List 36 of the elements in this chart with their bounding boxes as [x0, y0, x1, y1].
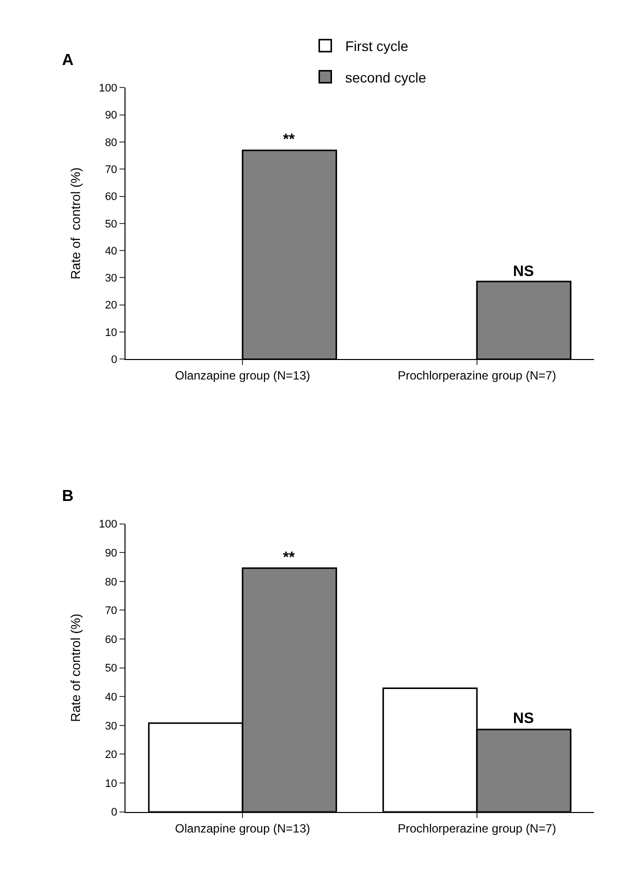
y-tick-label: 60 — [104, 634, 118, 646]
y-tick-label: 100 — [98, 82, 118, 94]
y-tick-label: 0 — [111, 806, 118, 819]
chart-title: B — [62, 488, 74, 505]
y-tick-label: 0 — [111, 354, 118, 366]
annotation: ** — [283, 131, 295, 148]
y-tick-label: 80 — [104, 136, 118, 149]
y-tick-label: 20 — [104, 300, 118, 312]
y-tick-label: 40 — [104, 691, 118, 704]
x-tick-label: Prochlorperazine group (N=7) — [398, 821, 556, 836]
x-tick-label: Olanzapine group (N=13) — [175, 368, 310, 383]
y-tick-label: 10 — [104, 778, 118, 790]
annotation: ** — [283, 549, 295, 566]
y-tick-label: 80 — [104, 576, 118, 588]
x-tick-label: Olanzapine group (N=13) — [175, 821, 310, 836]
y-tick-label: 100 — [98, 518, 118, 531]
y-tick-label: 60 — [104, 191, 118, 204]
y-tick-label: 70 — [104, 605, 118, 618]
y-axis-title: Rate of control (%) — [68, 167, 83, 280]
y-tick-label: 30 — [104, 272, 118, 285]
y-tick-label: 20 — [104, 749, 118, 762]
y-axis-title: Rate of control (%) — [68, 614, 83, 722]
y-tick-label: 90 — [104, 110, 118, 122]
y-tick-label: 40 — [104, 245, 118, 258]
y-tick-label: 30 — [104, 720, 118, 732]
y-tick-label: 10 — [104, 326, 118, 339]
y-tick-label: 90 — [104, 547, 118, 560]
annotation: NS — [513, 710, 534, 727]
legend-label: First cycle — [345, 38, 408, 54]
chart-title: A — [62, 52, 74, 69]
annotation: NS — [513, 263, 534, 280]
y-tick-label: 50 — [104, 218, 118, 230]
legend-label: second cycle — [345, 69, 426, 86]
y-tick-label: 70 — [104, 164, 118, 176]
y-tick-label: 50 — [104, 662, 118, 675]
x-tick-label: Prochlorperazine group (N=7) — [398, 368, 556, 383]
